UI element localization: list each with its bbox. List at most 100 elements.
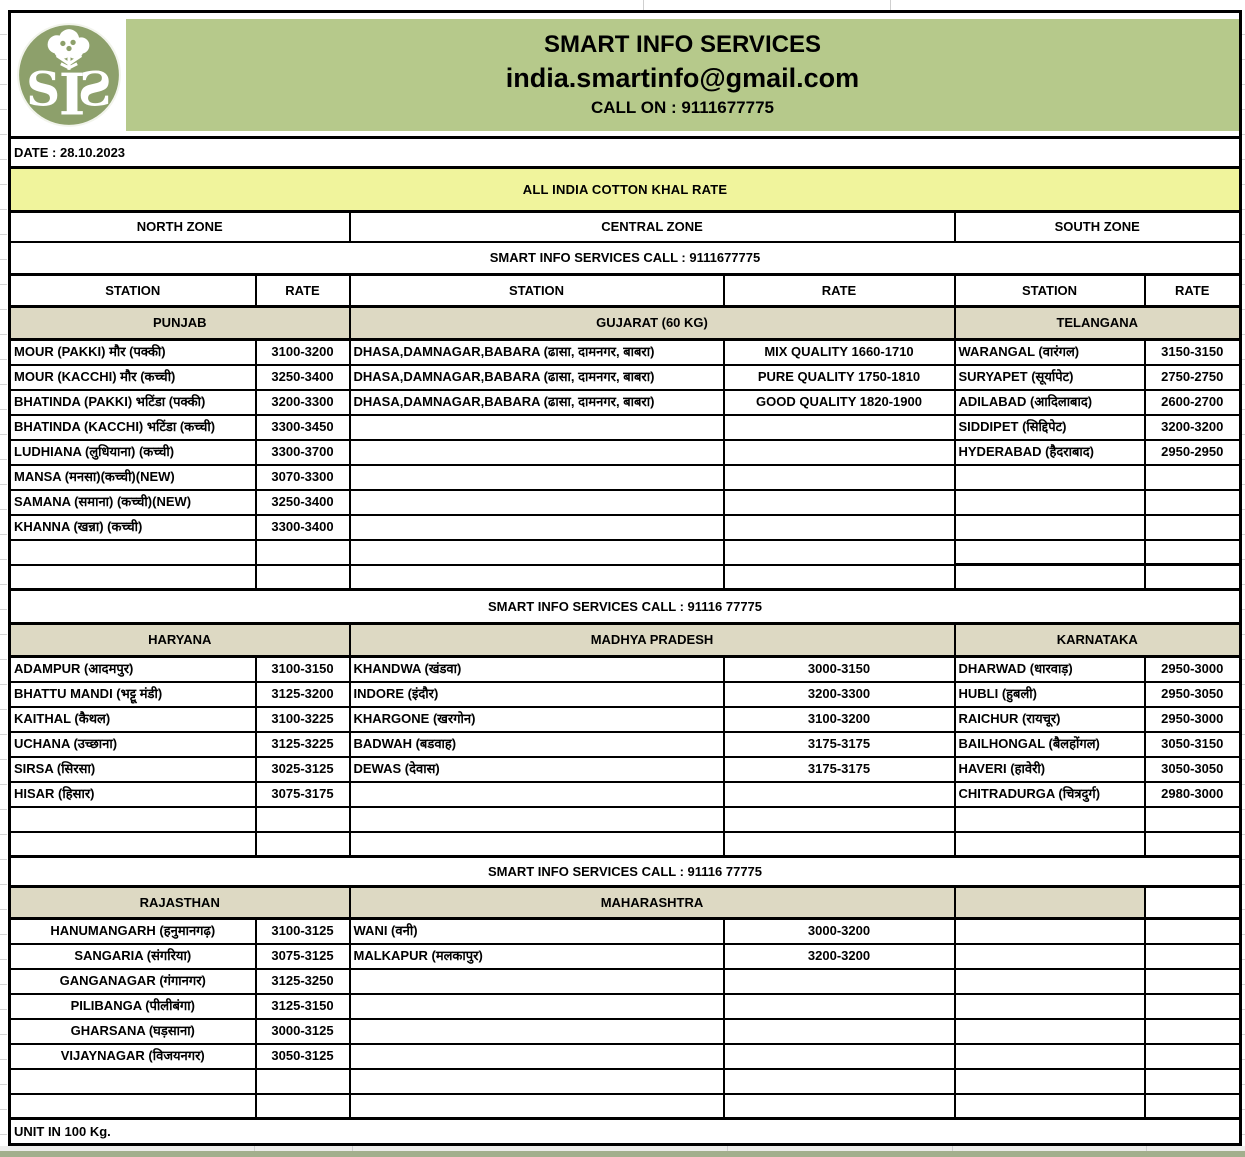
rate-cell: [1143, 463, 1242, 491]
rate-cell: 3050-3150: [1143, 730, 1242, 758]
rate-cell: [254, 563, 351, 591]
rate-cell: [1143, 1042, 1242, 1070]
station-cell: [348, 463, 725, 491]
rate-cell: 2950-3000: [1143, 705, 1242, 733]
rate-column-header: RATE: [254, 273, 351, 308]
station-cell: [953, 830, 1146, 858]
grid-line: [890, 0, 891, 10]
unit-note: UNIT IN 100 Kg.: [8, 1117, 1242, 1146]
station-column-header: STATION: [348, 273, 725, 308]
station-cell: BHATINDA (KACCHI) भटिंडा (कच्ची): [8, 413, 257, 441]
rate-cell: [722, 967, 956, 995]
station-cell: BAILHONGAL (बैलहोंगल): [953, 730, 1146, 758]
station-cell: BHATTU MANDI (भट्टू मंडी): [8, 680, 257, 708]
station-cell: GANGANAGAR (गंगानगर): [8, 967, 257, 995]
rate-cell: [722, 1017, 956, 1045]
station-cell: HAVERI (हावेरी): [953, 755, 1146, 783]
rate-cell: 3100-3125: [254, 917, 351, 945]
station-cell: HYDERABAD (हैदराबाद): [953, 438, 1146, 466]
rate-cell: GOOD QUALITY 1820-1900: [722, 388, 956, 416]
station-cell: [8, 805, 257, 833]
rate-cell: PURE QUALITY 1750-1810: [722, 363, 956, 391]
station-cell: [8, 1067, 257, 1095]
rate-cell: [1143, 917, 1242, 945]
call-on-line: CALL ON : 9111677775: [590, 98, 774, 118]
station-cell: SIDDIPET (सिद्दिपेट): [953, 413, 1146, 441]
rate-cell: 3000-3125: [254, 1017, 351, 1045]
station-cell: DEWAS (देवास): [348, 755, 725, 783]
empty-header-cell: [1143, 885, 1242, 920]
header-green-panel: SMART INFO SERVICES india.smartinfo@gmail…: [126, 18, 1239, 131]
rate-cell: [254, 830, 351, 858]
rate-cell: [1143, 488, 1242, 516]
station-cell: [348, 805, 725, 833]
svg-text:S: S: [26, 62, 60, 117]
state-header: PUNJAB: [8, 305, 351, 341]
station-cell: [348, 780, 725, 808]
station-cell: DHASA,DAMNAGAR,BABARA (ढासा, दामनगर, बाब…: [348, 338, 725, 366]
rate-cell: MIX QUALITY 1660-1710: [722, 338, 956, 366]
station-cell: DHARWAD (धारवाड़): [953, 655, 1146, 683]
station-cell: [348, 992, 725, 1020]
rate-cell: [722, 538, 956, 566]
station-cell: KHANNA (खन्ना) (कच्ची): [8, 513, 257, 541]
rate-cell: [722, 1092, 956, 1120]
station-cell: UCHANA (उच्छाना): [8, 730, 257, 758]
rate-cell: 3025-3125: [254, 755, 351, 783]
station-cell: [348, 1042, 725, 1070]
station-cell: [953, 463, 1146, 491]
station-cell: MANSA (मनसा)(कच्ची)(NEW): [8, 463, 257, 491]
rate-cell: [254, 1067, 351, 1095]
rate-cell: [1143, 538, 1242, 566]
rate-cell: 3200-3200: [722, 942, 956, 970]
rate-cell: 2950-2950: [1143, 438, 1242, 466]
station-cell: [953, 967, 1146, 995]
rate-cell: [254, 1092, 351, 1120]
station-cell: [348, 830, 725, 858]
state-header: GUJARAT (60 KG): [348, 305, 956, 341]
grid-line: [643, 0, 644, 10]
rate-cell: [1143, 513, 1242, 541]
rate-cell: 3125-3250: [254, 967, 351, 995]
zone-header: SOUTH ZONE: [953, 210, 1242, 243]
station-cell: MOUR (PAKKI) मौर (पक्की): [8, 338, 257, 366]
station-cell: [953, 992, 1146, 1020]
station-cell: [348, 1092, 725, 1120]
rate-cell: [254, 538, 351, 566]
rate-cell: [1143, 942, 1242, 970]
rate-cell: [722, 513, 956, 541]
date-cell: DATE : 28.10.2023: [8, 136, 1242, 169]
rate-cell: 3200-3200: [1143, 413, 1242, 441]
rate-cell: 3050-3050: [1143, 755, 1242, 783]
rate-cell: [722, 413, 956, 441]
rate-cell: [722, 805, 956, 833]
station-cell: SANGARIA (संगरिया): [8, 942, 257, 970]
rate-cell: [722, 438, 956, 466]
call-row: SMART INFO SERVICES CALL : 91116 77775: [8, 588, 1242, 625]
rate-cell: [1143, 830, 1242, 858]
station-cell: MOUR (KACCHI) मौर (कच्ची): [8, 363, 257, 391]
rate-cell: 3100-3200: [722, 705, 956, 733]
rate-cell: [1143, 967, 1242, 995]
station-cell: [348, 538, 725, 566]
bottom-gutter: [0, 1146, 1245, 1152]
station-cell: [8, 830, 257, 858]
rate-cell: 3100-3150: [254, 655, 351, 683]
company-email: india.smartinfo@gmail.com: [505, 63, 860, 93]
station-cell: [348, 438, 725, 466]
rate-cell: [722, 830, 956, 858]
state-header: TELANGANA: [953, 305, 1242, 341]
station-cell: [8, 1092, 257, 1120]
rate-cell: 3075-3125: [254, 942, 351, 970]
station-cell: WANI (वनी): [348, 917, 725, 945]
station-cell: [8, 538, 257, 566]
sis-cotton-logo-icon: SIS: [16, 22, 121, 128]
rate-cell: [254, 805, 351, 833]
rate-cell: [722, 992, 956, 1020]
station-cell: BHATINDA (PAKKI) भटिंडा (पक्की): [8, 388, 257, 416]
zone-header: CENTRAL ZONE: [348, 210, 956, 243]
rate-cell: 3175-3175: [722, 730, 956, 758]
rate-cell: [722, 1042, 956, 1070]
